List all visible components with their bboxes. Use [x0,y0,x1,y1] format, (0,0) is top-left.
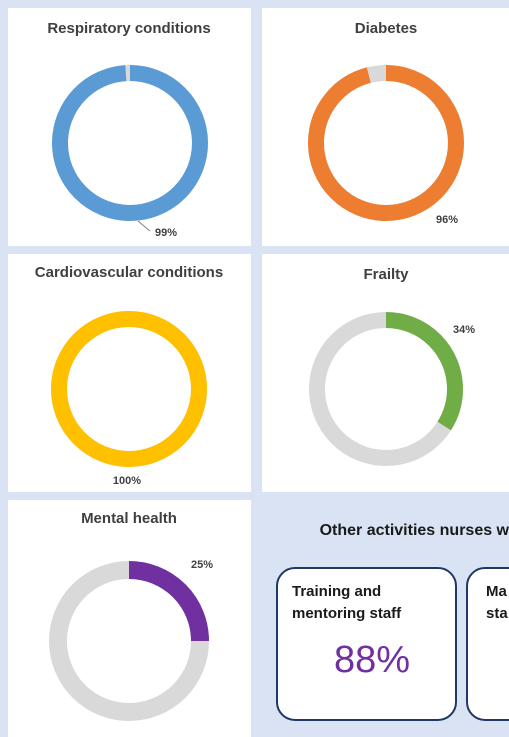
chart-title: Mental health [81,510,177,527]
donut-segment [52,65,208,221]
chart-title: Diabetes [355,20,418,37]
card [466,567,509,721]
card-label: mentoring staff [292,605,402,622]
donut-segment [309,312,463,466]
data-label: 100% [113,475,141,487]
chart-title: Cardiovascular conditions [35,264,223,281]
panel [8,500,251,737]
donut-segment [308,65,464,221]
data-label: 96% [436,214,458,226]
card-value: 88% [334,639,410,681]
donut-segment [51,311,207,467]
chart-title: Frailty [363,266,409,283]
card-label: Ma [486,583,507,600]
panels [8,8,509,737]
section-title: Other activities nurses w [320,522,509,539]
chart-title: Respiratory conditions [47,20,210,37]
card-label: Training and [292,583,381,600]
donut-segment [49,561,209,721]
card-label: sta [486,605,508,622]
data-label: 99% [155,227,177,239]
leader-line [137,220,151,232]
card [276,567,457,721]
data-label: 34% [453,324,475,336]
data-label: 25% [191,559,213,571]
